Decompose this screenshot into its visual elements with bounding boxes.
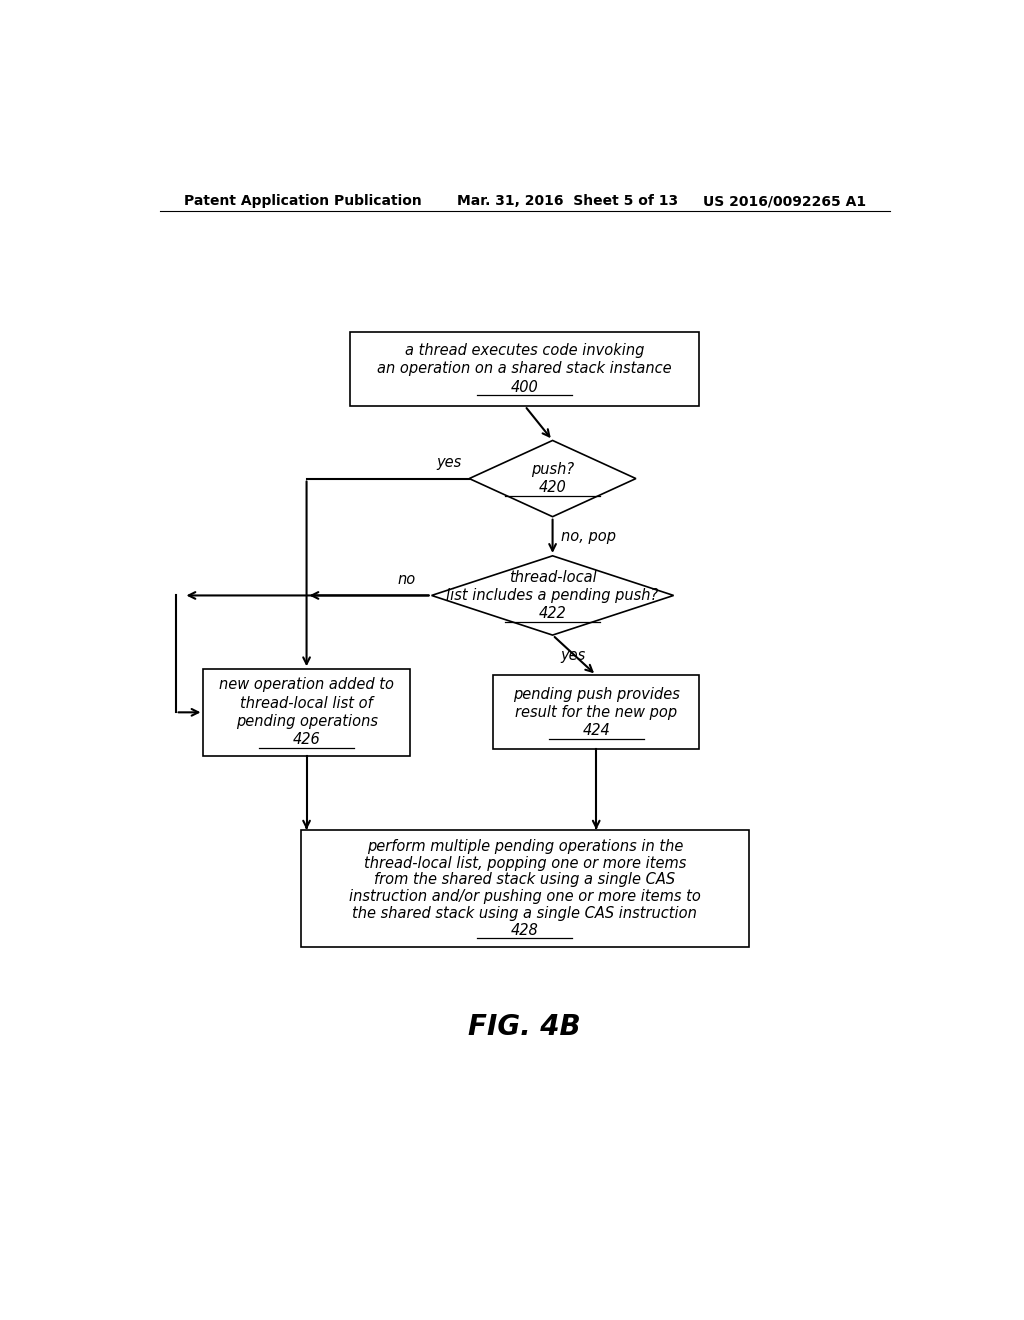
Text: 428: 428 [511,923,539,937]
Bar [301,830,749,946]
Polygon shape [431,556,674,635]
Text: push?: push? [531,462,574,477]
Text: FIG. 4B: FIG. 4B [469,1014,581,1041]
Text: instruction and/or pushing one or more items to: instruction and/or pushing one or more i… [349,890,700,904]
Text: an operation on a shared stack instance: an operation on a shared stack instance [378,362,672,376]
Text: 422: 422 [539,606,566,622]
Text: yes: yes [560,648,586,663]
Text: 424: 424 [583,723,610,738]
Text: US 2016/0092265 A1: US 2016/0092265 A1 [702,194,866,209]
Bar [204,669,410,755]
Text: new operation added to: new operation added to [219,677,394,693]
Text: 400: 400 [511,380,539,395]
Bar [494,676,699,750]
Text: 426: 426 [293,733,321,747]
Text: 420: 420 [539,480,566,495]
Text: the shared stack using a single CAS instruction: the shared stack using a single CAS inst… [352,906,697,921]
Text: from the shared stack using a single CAS: from the shared stack using a single CAS [374,873,676,887]
Text: Patent Application Publication: Patent Application Publication [183,194,421,209]
Text: Mar. 31, 2016  Sheet 5 of 13: Mar. 31, 2016 Sheet 5 of 13 [458,194,679,209]
Text: result for the new pop: result for the new pop [515,705,677,719]
Polygon shape [469,441,636,516]
Text: thread-local list, popping one or more items: thread-local list, popping one or more i… [364,855,686,870]
Text: thread-local list of: thread-local list of [241,696,373,710]
Bar [350,331,699,405]
Text: yes: yes [436,455,462,470]
Text: perform multiple pending operations in the: perform multiple pending operations in t… [367,838,683,854]
Text: no: no [397,573,416,587]
Text: pending push provides: pending push provides [513,686,680,701]
Text: thread-local: thread-local [509,570,596,585]
Text: pending operations: pending operations [236,714,378,729]
Text: no, pop: no, pop [560,529,615,544]
Text: a thread executes code invoking: a thread executes code invoking [406,343,644,358]
Text: list includes a pending push?: list includes a pending push? [446,587,658,603]
